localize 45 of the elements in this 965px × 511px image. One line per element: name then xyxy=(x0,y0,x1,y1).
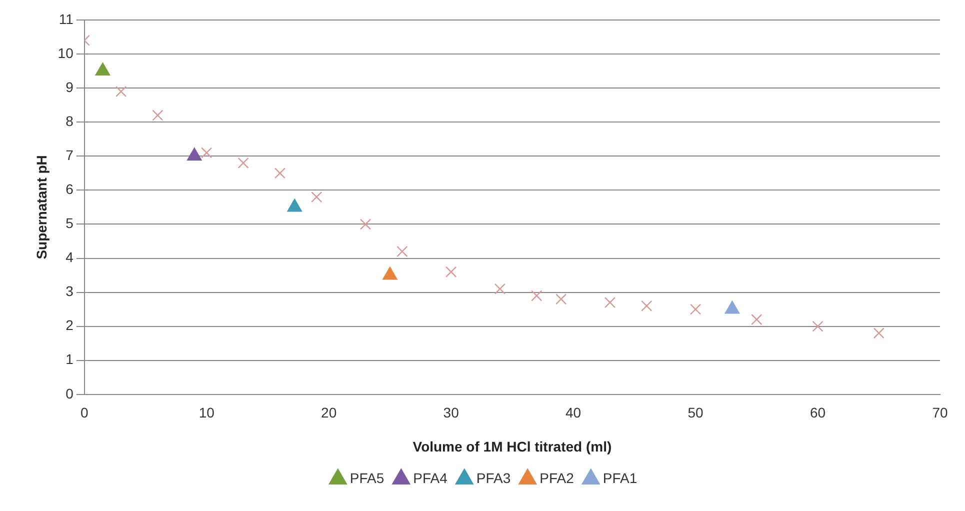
legend-label: PFA1 xyxy=(602,470,638,486)
point xyxy=(396,246,408,257)
y-tick-label: 0 xyxy=(66,385,74,402)
x-tick-label: 0 xyxy=(80,404,88,421)
y-axis-title: Supernatant pH xyxy=(33,155,50,260)
legend-label: PFA2 xyxy=(540,470,574,486)
y-tick-label: 2 xyxy=(66,317,74,334)
point xyxy=(115,86,127,98)
y-tick-label: 11 xyxy=(58,10,74,27)
y-tick-label: 5 xyxy=(66,215,74,232)
x-tick-label: 60 xyxy=(810,404,826,421)
y-tick-label: 6 xyxy=(66,181,74,198)
x-tick-label: 40 xyxy=(566,404,582,421)
point xyxy=(311,191,322,203)
y-tick-label: 10 xyxy=(58,44,74,61)
x-tick-label: 30 xyxy=(443,404,460,421)
point xyxy=(360,218,372,230)
point xyxy=(531,290,542,302)
x-tick-label: 20 xyxy=(321,404,337,421)
point xyxy=(690,304,702,315)
point xyxy=(238,157,249,169)
y-tick-label: 8 xyxy=(66,112,74,129)
point xyxy=(494,283,506,294)
legend-label: PFA4 xyxy=(413,470,448,486)
point xyxy=(641,300,652,312)
point xyxy=(274,168,286,179)
legend-label: PFA5 xyxy=(350,470,384,486)
y-tick-label: 4 xyxy=(66,249,74,266)
point xyxy=(556,294,567,305)
x-tick-label: 10 xyxy=(198,404,215,421)
point xyxy=(604,296,616,308)
x-axis-title: Volume of 1M HCl titrated (ml) xyxy=(412,438,612,454)
legend-label: PFA3 xyxy=(476,470,511,486)
x-tick-label: 70 xyxy=(932,404,948,421)
point xyxy=(812,320,824,332)
point xyxy=(446,266,457,278)
x-tick-label: 50 xyxy=(688,404,704,421)
point xyxy=(152,110,164,121)
point xyxy=(873,328,884,339)
y-tick-label: 1 xyxy=(66,351,74,368)
y-tick-label: 7 xyxy=(66,147,74,164)
y-tick-label: 9 xyxy=(66,78,74,95)
point xyxy=(751,314,762,326)
point xyxy=(201,147,212,158)
y-tick-label: 3 xyxy=(66,283,74,300)
